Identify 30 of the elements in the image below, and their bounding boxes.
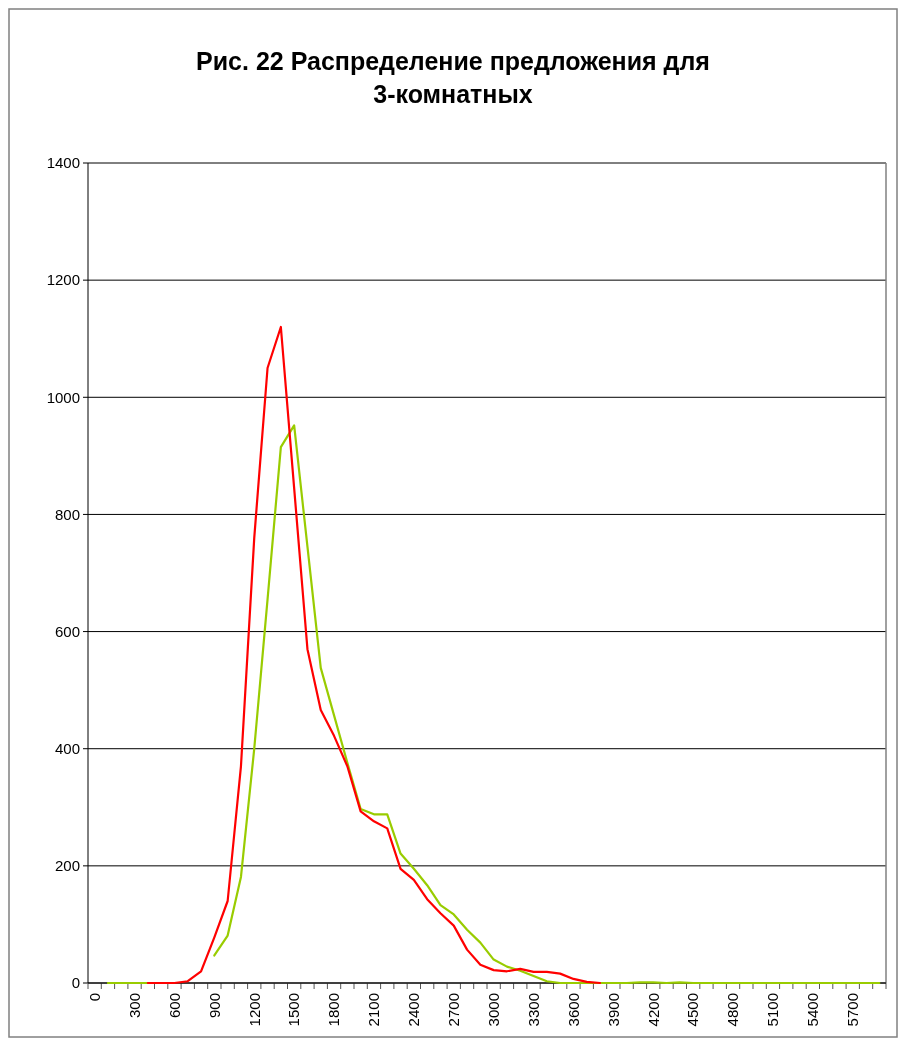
x-tick-label: 1500 — [285, 993, 303, 1027]
x-tick-label: 1200 — [245, 993, 263, 1027]
x-tick-label: 3000 — [484, 993, 502, 1027]
line-series — [146, 325, 602, 985]
y-tick-label: 1400 — [46, 154, 80, 172]
x-tick-label: 3900 — [604, 993, 622, 1027]
x-tick-label: 1800 — [325, 993, 343, 1027]
x-tick-label: 4800 — [724, 993, 742, 1027]
y-tick-label: 1000 — [46, 388, 80, 406]
x-tick-label: 3300 — [524, 993, 542, 1027]
x-tick-label: 2400 — [405, 993, 423, 1027]
x-tick-label: 4500 — [684, 993, 702, 1027]
x-tick-label: 4200 — [644, 993, 662, 1027]
chart-title: Рис. 22 Распределение предложения для 3-комнатных — [196, 47, 710, 108]
y-tick-label: 1200 — [46, 271, 80, 289]
y-tick-label: 800 — [54, 505, 80, 523]
x-tick-label: 0 — [85, 993, 103, 1002]
x-tick-label: 3600 — [564, 993, 582, 1027]
x-tick-label: 5400 — [804, 993, 822, 1027]
y-tick-label: 600 — [54, 622, 80, 640]
x-tick-label: 300 — [125, 993, 143, 1019]
x-tick-label: 5700 — [844, 993, 861, 1027]
x-tick-label: 5100 — [764, 993, 782, 1027]
x-tick-label: 2700 — [445, 993, 462, 1027]
y-tick-label: 0 — [71, 974, 80, 992]
x-tick-label: 600 — [165, 993, 183, 1019]
y-tick-label: 200 — [54, 857, 80, 875]
x-tick-label: 900 — [205, 993, 223, 1019]
x-tick-label: 2100 — [365, 993, 383, 1027]
y-tick-label: 400 — [54, 739, 80, 757]
